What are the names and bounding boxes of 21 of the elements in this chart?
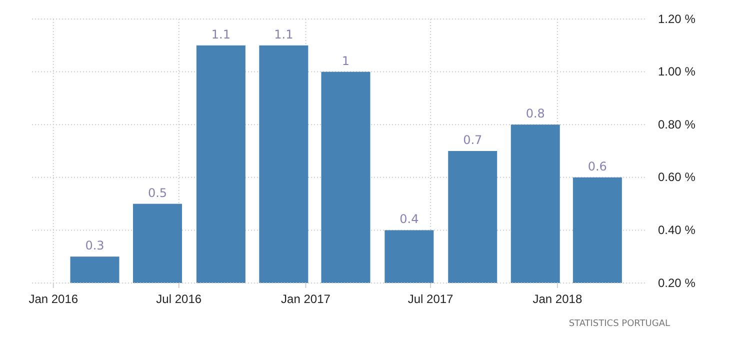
data-label: 0.6 <box>588 159 607 174</box>
data-label: 1 <box>342 54 350 68</box>
data-label: 0.4 <box>400 212 419 226</box>
x-tick-label: Jul 2016 <box>156 292 202 306</box>
y-tick-label: 0.40 % <box>658 223 696 238</box>
y-tick-label: 0.60 % <box>658 170 696 184</box>
data-label: 0.8 <box>526 106 545 121</box>
data-label: 0.5 <box>148 186 168 200</box>
y-tick-label: 0.80 % <box>658 117 696 132</box>
data-label: 0.3 <box>85 238 104 253</box>
x-tick-label: Jan 2017 <box>281 292 331 306</box>
y-tick-label: 0.20 % <box>658 276 696 290</box>
y-tick-label: 1.00 % <box>658 64 696 79</box>
y-tick-label: 1.20 % <box>658 12 696 26</box>
x-tick-label: Jan 2016 <box>28 292 78 306</box>
data-label: 1.1 <box>211 27 230 42</box>
data-label: 0.7 <box>463 133 482 147</box>
x-tick-label: Jan 2018 <box>532 292 582 306</box>
text: STATISTICS PORTUGAL <box>568 319 670 329</box>
x-tick-label: Jul 2017 <box>408 292 454 306</box>
data-label: 1.1 <box>274 27 294 42</box>
